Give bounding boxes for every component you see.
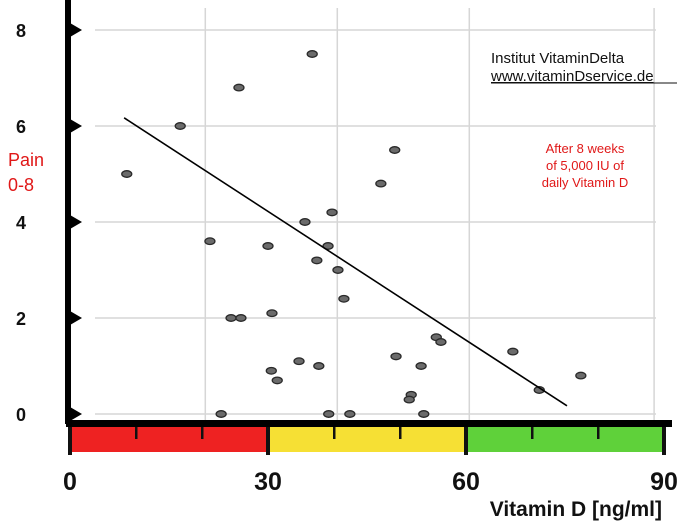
y-tick-marker <box>70 215 82 229</box>
data-point <box>322 242 334 250</box>
website-link[interactable]: www.vitaminDservice.de <box>490 68 654 85</box>
y-tick-label: 6 <box>16 117 26 137</box>
y-tick-label: 8 <box>16 21 26 41</box>
x-tick-label: 30 <box>254 468 282 496</box>
x-axis-label: Vitamin D [ng/ml] <box>490 498 662 521</box>
data-points <box>121 50 587 418</box>
data-point <box>435 338 447 346</box>
x-tick-labels: 0 30 60 90 <box>63 468 678 496</box>
note-line-1: After 8 weeks <box>546 141 625 156</box>
data-point <box>121 170 133 178</box>
range-band <box>468 427 663 452</box>
data-point <box>403 395 415 404</box>
y-tick-label: 4 <box>16 213 26 233</box>
x-tick-label: 0 <box>63 468 77 496</box>
vitamin-d-range-bar <box>68 422 666 455</box>
data-point <box>375 179 387 188</box>
y-tick-marker <box>70 407 82 421</box>
x-major-tick <box>68 422 72 455</box>
data-point <box>313 362 325 370</box>
note-line-2: of 5,000 IU of <box>546 158 624 173</box>
data-point <box>233 83 245 92</box>
y-tick-marker <box>70 119 82 133</box>
y-tick-marker <box>70 311 82 325</box>
x-minor-tick <box>399 424 402 439</box>
data-point <box>389 146 401 154</box>
x-tick-label: 60 <box>452 468 480 496</box>
data-point <box>293 357 305 366</box>
y-axis-label-line-1: Pain <box>8 150 44 170</box>
data-point <box>265 366 277 375</box>
y-tick-label: 2 <box>16 309 26 329</box>
data-point <box>575 371 587 380</box>
y-tick-label: 0 <box>16 405 26 425</box>
x-major-tick <box>662 422 666 455</box>
data-point <box>415 362 427 370</box>
x-axis-line <box>66 420 672 427</box>
x-minor-tick <box>201 424 204 439</box>
y-tick-marker <box>70 23 82 37</box>
data-point <box>323 410 335 418</box>
data-point <box>344 410 356 418</box>
x-tick-label: 90 <box>650 468 678 496</box>
data-point <box>507 347 519 356</box>
grid <box>95 8 656 420</box>
data-point <box>204 237 216 246</box>
x-minor-tick <box>531 424 534 439</box>
data-point <box>174 122 186 130</box>
data-point <box>299 218 311 226</box>
data-point <box>533 386 545 394</box>
data-point <box>326 208 338 217</box>
y-axis-line <box>65 0 71 424</box>
range-band <box>71 427 266 452</box>
x-major-tick <box>464 422 468 455</box>
note-line-3: daily Vitamin D <box>542 175 628 190</box>
range-band <box>270 427 465 452</box>
data-point <box>311 256 323 265</box>
x-minor-tick <box>135 424 138 439</box>
data-point <box>262 242 274 250</box>
y-tick-labels: 0 2 4 6 8 <box>16 21 26 425</box>
data-point <box>390 352 402 361</box>
data-point <box>332 266 344 274</box>
data-point <box>271 376 283 385</box>
x-minor-tick <box>333 424 336 439</box>
axes <box>65 0 672 427</box>
trendline <box>123 117 568 407</box>
data-point <box>235 314 247 322</box>
y-axis-label-line-2: 0-8 <box>8 175 34 195</box>
data-point <box>215 410 227 418</box>
data-point <box>266 309 278 318</box>
data-point <box>306 50 318 58</box>
data-point <box>225 314 237 322</box>
institute-name: Institut VitaminDelta <box>491 50 625 67</box>
x-major-tick <box>266 422 270 455</box>
x-minor-tick <box>597 424 600 439</box>
data-point <box>338 294 350 303</box>
data-point <box>418 410 430 418</box>
